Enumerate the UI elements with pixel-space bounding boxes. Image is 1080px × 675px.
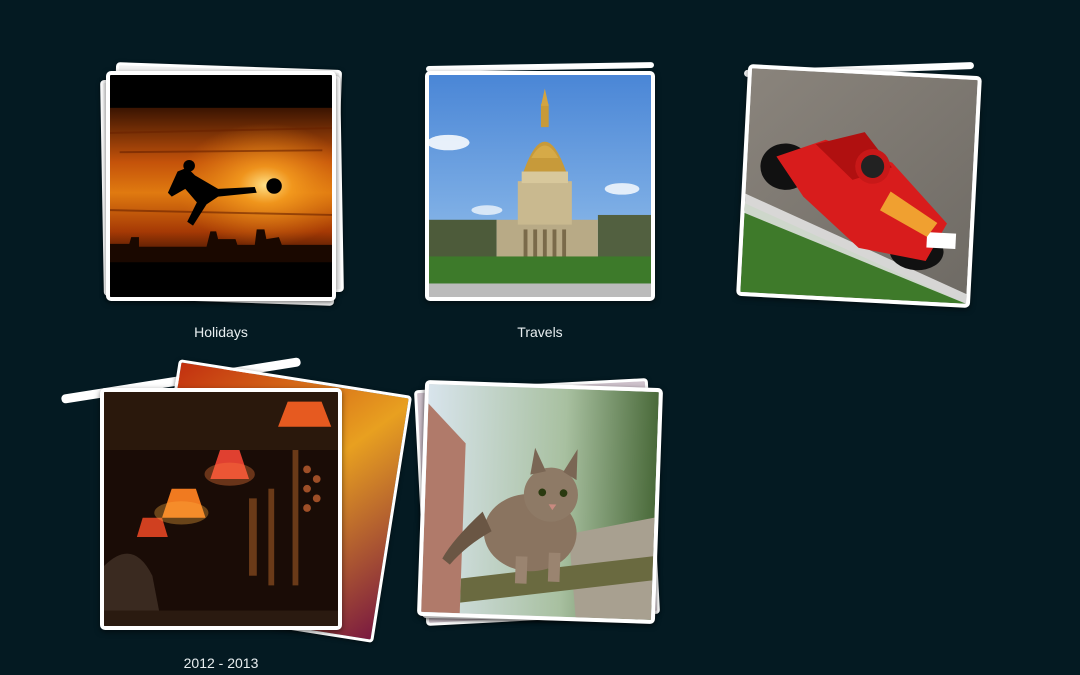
album-cover-photo[interactable] [736, 64, 982, 308]
album-caption: Travels [517, 324, 563, 340]
album-cover-photo[interactable] [106, 71, 336, 301]
album-cover-photo[interactable] [100, 388, 342, 630]
album-cover-photo[interactable] [416, 379, 664, 625]
album-caption: Holidays [194, 324, 248, 340]
album-cover-photo[interactable] [425, 71, 655, 301]
album-caption: 2012 - 2013 [183, 655, 259, 671]
